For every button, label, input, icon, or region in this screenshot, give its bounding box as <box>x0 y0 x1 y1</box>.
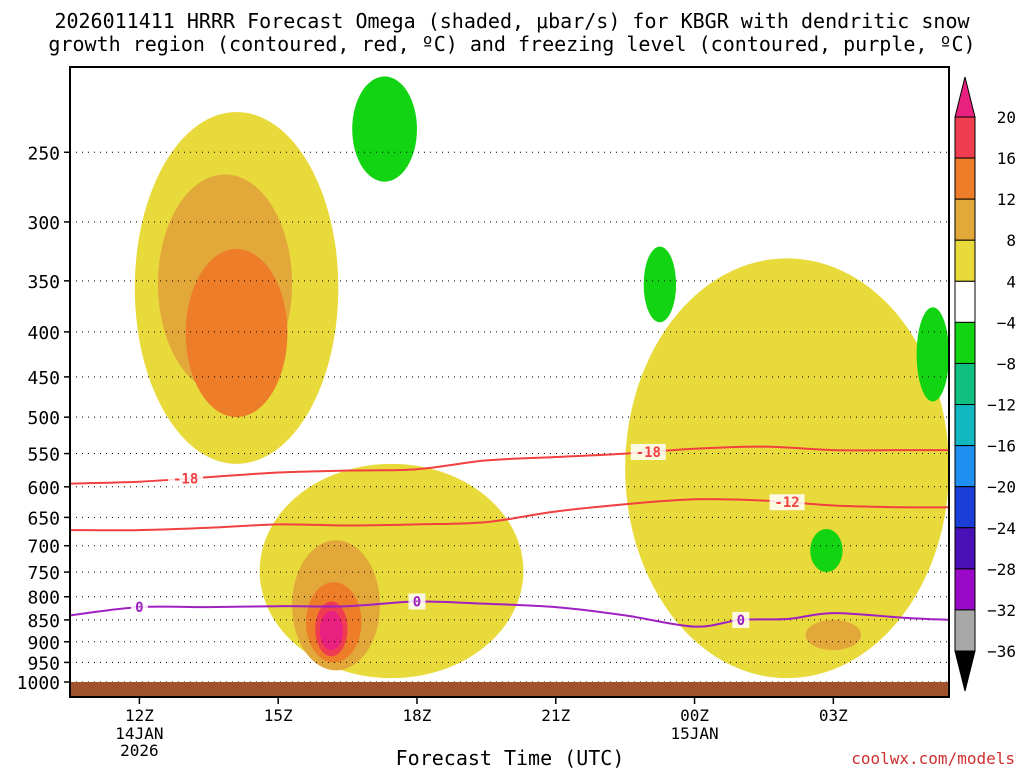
y-tick-label-950: 950 <box>27 653 60 674</box>
colorbar-label-2: 12 <box>997 190 1016 209</box>
x-tick-label-21Z: 21Z <box>541 706 570 725</box>
y-tick-label-800: 800 <box>27 588 60 609</box>
contour-label-1-0: -12 <box>774 495 799 511</box>
colorbar-swatch-3 <box>954 239 976 282</box>
contour-label-2-2: 0 <box>737 613 745 629</box>
colorbar-swatch-11 <box>954 568 976 611</box>
pressure-gridlines <box>70 151 949 683</box>
y-tick-label-400: 400 <box>27 323 60 344</box>
chart-title-line1: 2026011411 HRRR Forecast Omega (shaded, … <box>54 9 970 33</box>
omega-region-8 <box>625 258 949 679</box>
colorbar-label-11: −28 <box>987 560 1016 579</box>
colorbar-top-arrow <box>954 76 976 118</box>
colorbar-swatch-7 <box>954 404 976 447</box>
y-tick-label-300: 300 <box>27 213 60 234</box>
omega-region-7 <box>319 610 343 651</box>
x-axis-label: Forecast Time (UTC) <box>396 746 625 768</box>
colorbar-swatch-10 <box>954 527 976 570</box>
contour-label-bg-2-2 <box>732 611 750 628</box>
y-tick-label-600: 600 <box>27 478 60 499</box>
site-credit: coolwx.com/models <box>851 749 1015 768</box>
contour-label-0-1: -18 <box>636 445 661 461</box>
colorbar-label-7: −12 <box>987 396 1016 415</box>
colorbar-swatch-1 <box>954 157 976 200</box>
colorbar-label-13: −36 <box>987 642 1016 661</box>
colorbar-swatch-9 <box>954 486 976 529</box>
y-tick-label-750: 750 <box>27 563 60 584</box>
colorbar-bottom-arrow <box>954 650 976 692</box>
chart-title-line2: growth region (contoured, red, ºC) and f… <box>48 32 975 56</box>
contour-label-2-0: 0 <box>135 600 143 616</box>
colorbar-label-10: −24 <box>987 519 1016 538</box>
y-tick-label-650: 650 <box>27 508 60 529</box>
omega-region-9 <box>805 619 862 651</box>
colorbar-swatch-0 <box>954 116 976 159</box>
colorbar-label-4: 4 <box>1006 272 1016 291</box>
contour-line-0 <box>70 445 949 485</box>
colorbar-swatch-2 <box>954 198 976 241</box>
temperature-contours: -18 -18 -12 0 0 0 <box>70 443 949 629</box>
contour-label-bg-2-1 <box>408 593 426 610</box>
plot-area: -18 -18 -12 0 0 0 <box>70 67 949 697</box>
contour-label-bg-1-0 <box>769 494 805 511</box>
x-tick-label-18Z: 18Z <box>403 706 432 725</box>
contour-line-2 <box>70 600 949 628</box>
y-tick-label-700: 700 <box>27 537 60 558</box>
colorbar-swatch-4 <box>954 280 976 323</box>
x-tick-year-12Z: 2026 <box>120 741 159 760</box>
omega-shading <box>134 76 949 679</box>
colorbar-swatch-12 <box>954 609 976 652</box>
colorbar-swatch-5 <box>954 321 976 364</box>
colorbar-label-5: −4 <box>997 313 1016 332</box>
y-tick-label-450: 450 <box>27 368 60 389</box>
x-tick-date-00Z: 15JAN <box>670 724 718 743</box>
contour-label-bg-0-1 <box>630 443 666 460</box>
y-tick-label-850: 850 <box>27 611 60 632</box>
x-tick-date-12Z: 14JAN <box>115 724 163 743</box>
y-tick-label-550: 550 <box>27 445 60 466</box>
y-tick-label-1000: 1000 <box>17 673 60 694</box>
colorbar-label-3: 8 <box>1006 231 1016 250</box>
plot-frame <box>69 66 950 698</box>
contour-line-1 <box>70 498 949 532</box>
x-tick-label-15Z: 15Z <box>264 706 293 725</box>
ground-surface <box>70 682 949 697</box>
omega-region-13 <box>810 528 843 573</box>
colorbar-label-8: −16 <box>987 437 1016 456</box>
colorbar-label-0: 20 <box>997 108 1016 127</box>
omega-region-10 <box>352 76 417 182</box>
x-tick-label-12Z: 12Z <box>125 706 154 725</box>
y-tick-label-500: 500 <box>27 408 60 429</box>
omega-region-11 <box>643 246 677 323</box>
y-tick-label-900: 900 <box>27 633 60 654</box>
colorbar-label-12: −32 <box>987 601 1016 620</box>
contour-label-bg-0-0 <box>168 470 204 487</box>
y-tick-label-250: 250 <box>27 143 60 164</box>
pressure-axis: 2503003504004505005506006507007508008509… <box>17 143 70 694</box>
colorbar-label-9: −20 <box>987 478 1016 497</box>
x-tick-label-00Z: 00Z <box>680 706 709 725</box>
contour-label-0-0: -18 <box>173 472 198 488</box>
contour-label-bg-2-0 <box>130 599 148 616</box>
omega-colorbar: 20 16 12 8 4 −4 −8 −12 −16 −20 −24 −28 −32 −36 <box>954 76 1016 692</box>
x-tick-label-03Z: 03Z <box>819 706 848 725</box>
colorbar-label-1: 16 <box>997 149 1016 168</box>
colorbar-swatch-8 <box>954 445 976 488</box>
omega-region-12 <box>916 307 949 402</box>
omega-region-2 <box>185 248 288 418</box>
colorbar-label-6: −8 <box>997 354 1016 373</box>
contour-label-2-1: 0 <box>413 594 421 610</box>
y-tick-label-350: 350 <box>27 272 60 293</box>
colorbar-swatch-6 <box>954 362 976 406</box>
